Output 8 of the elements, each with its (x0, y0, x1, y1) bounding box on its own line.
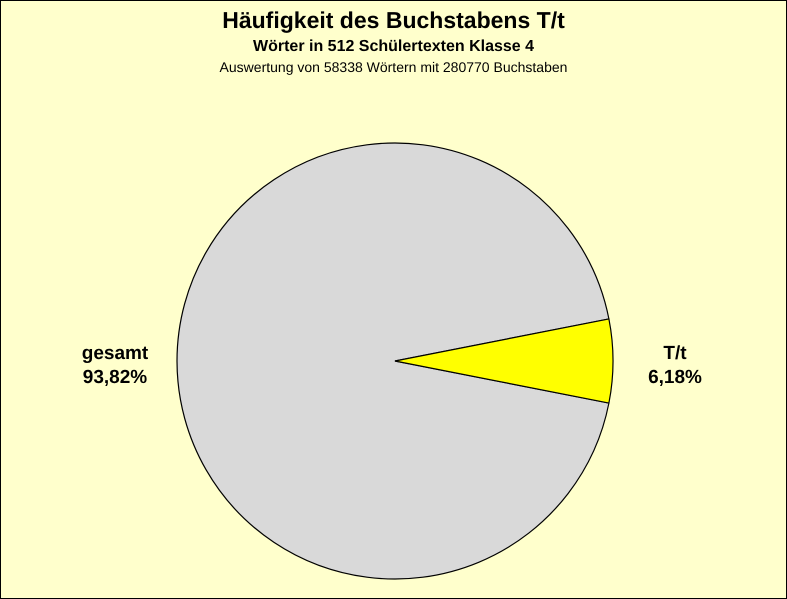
chart-title: Häufigkeit des Buchstabens T/t (221, 7, 566, 34)
chart-subtitle: Wörter in 512 Schülertexten Klasse 4 (252, 38, 535, 56)
pie-slice (176, 142, 610, 580)
slice-label: T/t (663, 343, 688, 364)
data-label: 93,82% (82, 367, 148, 388)
text: Auswertung von 58338 Wörtern mit 280770 Buchstaben (218, 59, 568, 75)
data-label: 6,18% (648, 367, 702, 388)
slice-label: gesamt (82, 343, 149, 364)
